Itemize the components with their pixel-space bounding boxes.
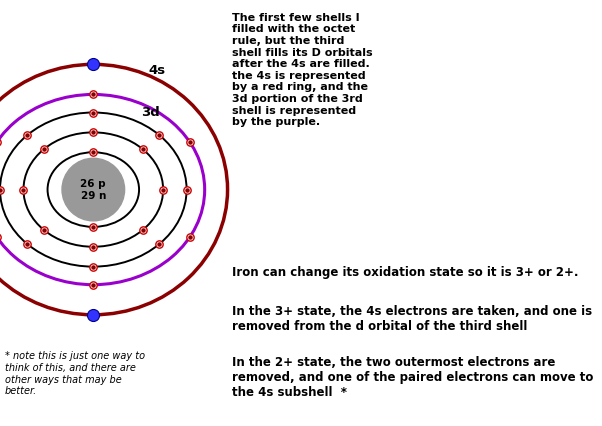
Point [138,227,147,233]
Point [22,241,32,248]
Text: 26 p: 26 p [81,178,106,189]
Point [155,241,164,248]
Ellipse shape [62,158,125,221]
Point [0,234,2,241]
Text: Iron can change its oxidation state so it is 3+ or 2+.: Iron can change its oxidation state so i… [232,266,579,279]
Point [22,241,32,248]
Point [39,227,49,233]
Point [88,311,98,318]
Point [182,186,191,193]
Point [88,224,98,230]
Point [0,138,2,145]
Point [155,241,164,248]
Text: In the 2+ state, the two outermost electrons are
removed, and one of the paired : In the 2+ state, the two outermost elect… [232,356,593,399]
Point [138,146,147,153]
Point [0,186,5,193]
Point [88,149,98,155]
Point [88,129,98,136]
Text: 29 n: 29 n [81,190,106,201]
Point [0,186,5,193]
Point [19,186,28,193]
Point [185,138,194,145]
Point [39,146,49,153]
Point [88,224,98,230]
Text: 3d: 3d [141,106,160,119]
Point [39,146,49,153]
Point [155,132,164,138]
Point [155,132,164,138]
Point [88,263,98,270]
Point [185,138,194,145]
Point [158,186,168,193]
Point [39,227,49,233]
Point [88,61,98,68]
Point [88,91,98,98]
Point [88,281,98,288]
Point [0,234,2,241]
Point [138,227,147,233]
Point [22,132,32,138]
Point [138,146,147,153]
Text: * note this is just one way to
think of this, and there are
other ways that may : * note this is just one way to think of … [5,351,145,396]
Point [88,91,98,98]
Point [185,234,194,241]
Point [88,109,98,116]
Point [185,234,194,241]
Point [88,263,98,270]
Point [182,186,191,193]
Point [0,138,2,145]
Point [22,132,32,138]
Point [88,243,98,250]
Point [88,281,98,288]
Point [88,243,98,250]
Point [88,149,98,155]
Point [88,129,98,136]
Point [88,109,98,116]
Point [158,186,168,193]
Text: The first few shells I
filled with the octet
rule, but the third
shell fills its: The first few shells I filled with the o… [232,13,373,127]
Text: In the 3+ state, the 4s electrons are taken, and one is
removed from the d orbit: In the 3+ state, the 4s electrons are ta… [232,305,592,333]
Point [19,186,28,193]
Text: 4s: 4s [148,64,165,77]
